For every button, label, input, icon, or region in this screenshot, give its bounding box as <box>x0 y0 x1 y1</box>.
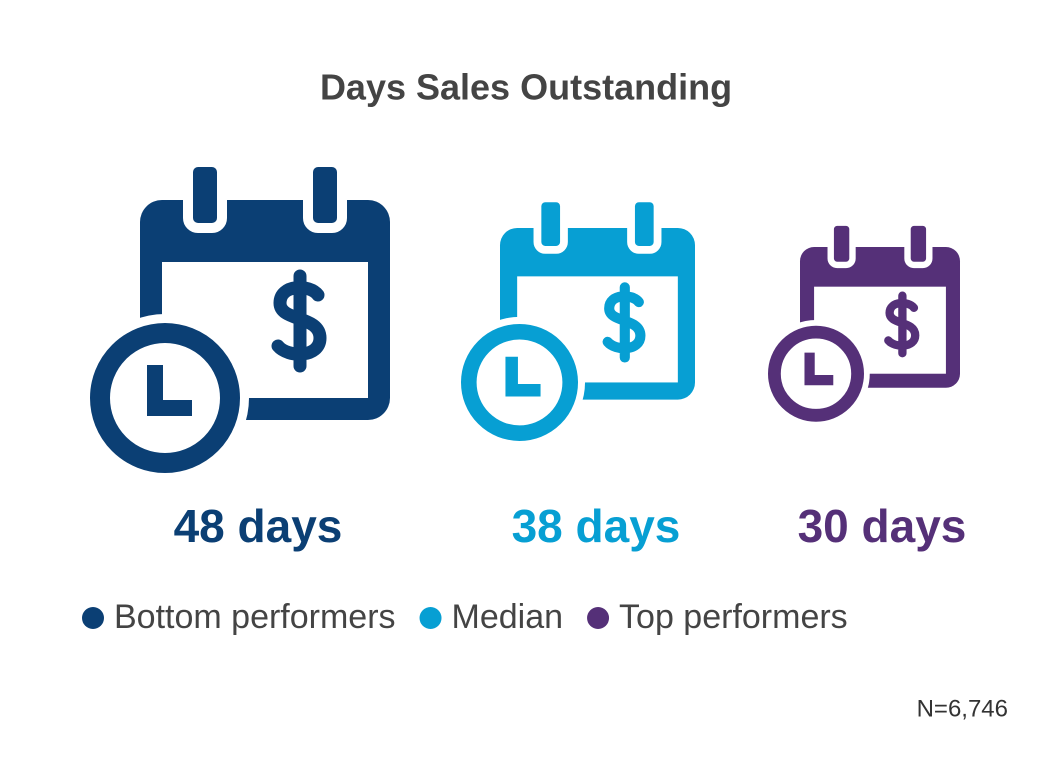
value-label: 30 days <box>798 500 967 552</box>
calendar-ring <box>303 157 347 233</box>
calendar-ring <box>904 219 933 269</box>
dollar-sign <box>602 282 646 363</box>
value-label: 48 days <box>174 500 343 552</box>
clock <box>767 325 865 422</box>
clock-hands <box>804 352 834 386</box>
clock-hands <box>505 356 541 397</box>
note: N=6,746 <box>917 695 1008 722</box>
dollar-sign <box>884 291 920 358</box>
legend-dot <box>82 607 104 629</box>
icon <box>762 219 960 428</box>
icon <box>81 157 390 482</box>
legend-dot <box>419 607 442 629</box>
legend-label: Median <box>452 598 564 636</box>
calendar-ring <box>627 194 662 254</box>
calendar-ring <box>827 219 856 269</box>
clock-hands <box>147 365 192 416</box>
clock <box>90 323 240 473</box>
title: Days Sales Outstanding <box>320 67 732 108</box>
calendar-ring <box>183 157 227 233</box>
dollar-sign <box>271 269 327 373</box>
value-label: 38 days <box>512 500 681 552</box>
icon <box>453 194 695 448</box>
legend-dot <box>587 607 610 629</box>
legend-label: Bottom performers <box>114 598 396 636</box>
clock <box>461 323 578 441</box>
legend-label: Top performers <box>619 598 848 636</box>
calendar-ring <box>533 194 568 254</box>
